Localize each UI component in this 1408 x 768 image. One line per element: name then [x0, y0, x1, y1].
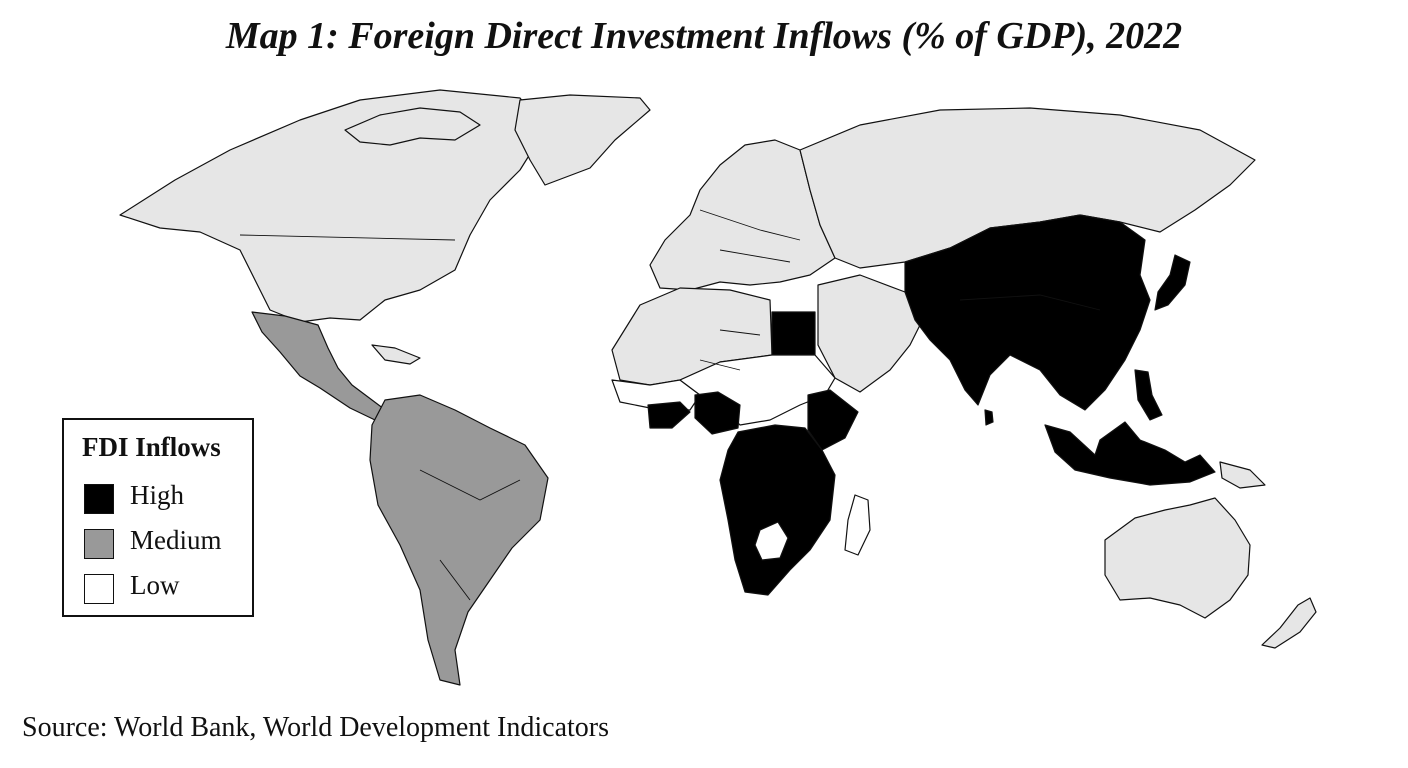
region-botswana — [754, 521, 789, 561]
legend-title: FDI Inflows — [82, 432, 221, 462]
region-greenland — [514, 94, 651, 186]
border-europe-internal — [699, 209, 801, 263]
region-sri-lanka — [984, 409, 994, 426]
legend-swatch-high — [84, 484, 114, 514]
map-title: Map 1: Foreign Direct Investment Inflows… — [225, 15, 1183, 57]
region-philippines — [1134, 369, 1163, 421]
border-asia-internal — [959, 294, 1101, 311]
region-south-america — [369, 394, 549, 686]
legend-label-medium: Medium — [130, 525, 222, 555]
region-arctic-islands — [344, 107, 481, 146]
region-west-africa-high — [647, 401, 691, 429]
region-indonesia — [1044, 421, 1216, 486]
border-africa-internal — [699, 329, 761, 371]
legend-label-high: High — [130, 480, 184, 510]
region-egypt — [771, 311, 816, 356]
region-madagascar — [844, 494, 871, 556]
region-new-zealand — [1261, 597, 1317, 649]
legend-swatch-medium — [84, 529, 114, 559]
border-us-canada — [239, 234, 456, 241]
region-papua — [1219, 461, 1266, 489]
region-horn-of-africa — [807, 389, 859, 451]
region-southern-africa — [719, 424, 836, 596]
legend-swatch-low — [84, 574, 114, 604]
legend-label-low: Low — [130, 570, 180, 600]
region-middle-east — [817, 274, 926, 393]
region-japan — [1154, 254, 1191, 311]
border-south-america-internal — [419, 469, 521, 601]
region-mexico-central-america — [251, 311, 389, 421]
map-legend: FDI Inflows High Medium Low — [62, 418, 254, 617]
region-australia — [1104, 497, 1251, 619]
region-asia-high — [904, 214, 1151, 411]
source-note: Source: World Bank, World Development In… — [22, 712, 610, 743]
region-nigeria — [694, 391, 741, 435]
region-caribbean — [371, 344, 421, 365]
region-north-america — [119, 89, 546, 323]
